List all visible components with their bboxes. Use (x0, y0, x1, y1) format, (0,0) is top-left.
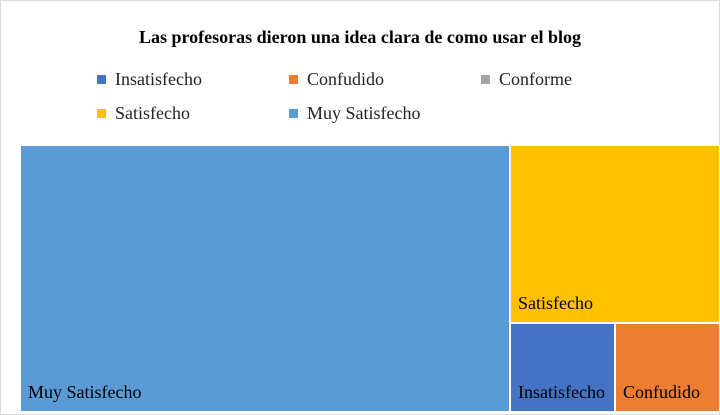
cell-label: Muy Satisfecho (28, 382, 142, 402)
legend-swatch (97, 75, 106, 84)
legend-label: Conforme (499, 69, 572, 89)
legend-swatch (289, 109, 298, 118)
cell-label: Confudido (623, 382, 701, 402)
legend-label: Confudido (307, 69, 385, 89)
cell-label: Satisfecho (518, 293, 593, 313)
legend-item: Muy Satisfecho (289, 103, 420, 124)
treemap-cell: Confudido (615, 323, 720, 412)
legend-item: Insatisfecho (97, 69, 202, 90)
legend-swatch (481, 75, 490, 84)
legend-item: Confudido (289, 69, 384, 90)
legend-item: Conforme (481, 69, 572, 90)
chart-title: Las profesoras dieron una idea clara de … (138, 27, 581, 47)
legend-swatch (97, 109, 106, 118)
legend-label: Insatisfecho (115, 69, 202, 89)
legend-label: Satisfecho (115, 103, 190, 123)
treemap-cell: Insatisfecho (510, 323, 615, 412)
legend-label: Muy Satisfecho (307, 103, 421, 123)
legend-item: Satisfecho (97, 103, 190, 124)
cell-label: Insatisfecho (518, 382, 605, 402)
treemap-cell: Satisfecho (510, 145, 720, 323)
treemap-cell: Muy Satisfecho (20, 145, 510, 412)
legend-swatch (289, 75, 298, 84)
